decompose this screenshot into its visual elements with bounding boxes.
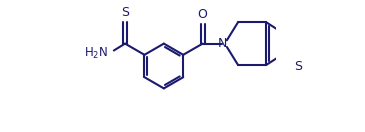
- Text: N: N: [218, 37, 227, 50]
- Text: O: O: [198, 8, 208, 21]
- Text: H$_2$N: H$_2$N: [84, 46, 108, 61]
- Text: S: S: [121, 6, 129, 19]
- Text: S: S: [294, 60, 302, 73]
